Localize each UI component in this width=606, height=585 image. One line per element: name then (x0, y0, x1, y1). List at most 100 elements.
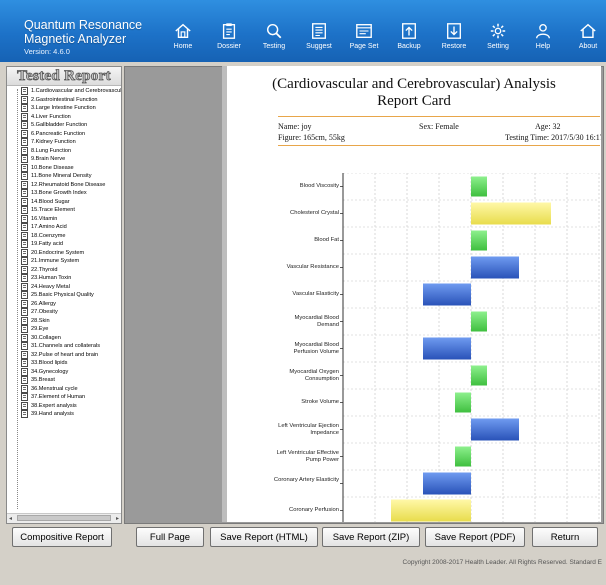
chart-bar (471, 365, 487, 386)
status-bar: Copyright 2008-2017 Health Leader. All R… (0, 554, 606, 585)
toolbar-help-button[interactable]: Help (521, 0, 565, 62)
tree-item[interactable]: 33.Blood lipids (21, 359, 121, 368)
tree-item[interactable]: 7.Kidney Function (21, 138, 121, 147)
tree-item[interactable]: 16.Vitamin (21, 214, 121, 224)
tree-item[interactable]: 23.Human Toxin (21, 274, 121, 283)
toolbar-testing-label: Testing (262, 43, 286, 50)
chart-bar (423, 337, 471, 360)
tree-item-label: 37.Element of Human (31, 394, 86, 401)
tree-item-label: 11.Bone Mineral Density (31, 173, 92, 180)
report-tree[interactable]: 1.Cardiovascular and Cerebrovascular 2.Ga… (7, 87, 121, 511)
tree-item[interactable]: 3.Large Intestine Function (21, 104, 121, 113)
document-icon (21, 265, 28, 274)
tree-item[interactable]: 10.Bone Disease (21, 163, 121, 173)
document-icon (21, 240, 28, 249)
title-rule (278, 116, 600, 117)
tree-item[interactable]: 8.Lung Function (21, 146, 121, 156)
toolbar-pageset-button[interactable]: Page Set (342, 0, 386, 62)
tree-item-label: 16.Vitamin (31, 215, 58, 222)
save-zip-button[interactable]: Save Report (ZIP) (322, 527, 420, 547)
chart-category-label: Blood Fat (314, 237, 339, 243)
tree-item[interactable]: 12.Rheumatoid Bone Disease (21, 180, 121, 190)
testing-time: Testing Time: 2017/5/30 16:17 (505, 133, 601, 142)
tree-item[interactable]: 11.Bone Mineral Density (21, 172, 121, 181)
document-icon (21, 104, 28, 113)
tree-item[interactable]: 34.Gynecology (21, 367, 121, 377)
toolbar-dossier-button[interactable]: Dossier (207, 0, 251, 62)
tree-item[interactable]: 27.Obesity (21, 308, 121, 317)
tree-item[interactable]: 9.Brain Nerve (21, 155, 121, 164)
scroll-left-icon[interactable]: ◂ (9, 516, 13, 522)
tree-item[interactable]: 37.Element of Human (21, 393, 121, 402)
patient-name: Name: joy (278, 122, 312, 131)
tree-item[interactable]: 20.Endocrine System (21, 248, 121, 258)
tree-item[interactable]: 19.Fatty acid (21, 240, 121, 249)
save-pdf-button[interactable]: Save Report (PDF) (425, 527, 525, 547)
tree-item[interactable]: 13.Bone Growth Index (21, 189, 121, 198)
toolbar-backup-button[interactable]: Backup (387, 0, 431, 62)
tree-item[interactable]: 18.Coenzyme (21, 231, 121, 241)
chart-category-label: Vascular Elasticity (292, 291, 339, 297)
tree-item[interactable]: 31.Channels and collaterals (21, 342, 121, 351)
tree-item[interactable]: 25.Basic Physical Quality (21, 291, 121, 300)
chart-bar (455, 446, 471, 467)
tree-item[interactable]: 22.Thyroid (21, 265, 121, 275)
tree-item[interactable]: 32.Pulse of heart and brain (21, 350, 121, 360)
return-button[interactable]: Return (532, 527, 598, 547)
tree-item[interactable]: 1.Cardiovascular and Cerebrovascular (21, 87, 121, 96)
tree-item[interactable]: 2.Gastrointestinal Function (21, 95, 121, 105)
document-icon (21, 112, 28, 121)
toolbar-restore-button[interactable]: Restore (432, 0, 476, 62)
document-icon (21, 163, 28, 172)
tree-item-label: 35.Breast (31, 377, 55, 384)
tree-item[interactable]: 38.Expert analysis (21, 401, 121, 411)
document-icon (21, 291, 28, 300)
document-icon (21, 257, 28, 266)
document-icon (21, 325, 28, 334)
chart-category-label: Blood Viscosity (299, 183, 339, 189)
save-html-button[interactable]: Save Report (HTML) (210, 527, 318, 547)
tree-item-label: 38.Expert analysis (31, 402, 77, 409)
chart-category-label: Myocardial Oxygen Consumption (289, 368, 339, 382)
toolbar-home-button[interactable]: Home (161, 0, 205, 62)
person-icon (536, 24, 550, 39)
tree-item-label: 32.Pulse of heart and brain (31, 351, 99, 358)
tree-item-label: 22.Thyroid (31, 266, 58, 273)
tree-item-label: 14.Blood Sugar (31, 198, 70, 205)
tree-item[interactable]: 5.Gallbladder Function (21, 121, 121, 130)
toolbar-about-button[interactable]: About (566, 0, 606, 62)
document-icon (21, 121, 28, 130)
full-page-button[interactable]: Full Page (136, 527, 204, 547)
chart-category-label: Myocardial Blood Demand (294, 314, 339, 328)
tree-item[interactable]: 39.Hand analysis (21, 410, 121, 419)
gear-icon (490, 23, 506, 39)
document-icon (21, 350, 28, 359)
document-icon (21, 384, 28, 393)
tree-item[interactable]: 15.Trace Element (21, 206, 121, 215)
scroll-right-icon[interactable]: ▸ (115, 516, 119, 522)
tree-item[interactable]: 24.Heavy Metal (21, 282, 121, 292)
tree-item[interactable]: 26.Allergy (21, 299, 121, 309)
tree-item[interactable]: 14.Blood Sugar (21, 197, 121, 207)
chart-category-label: Vascular Resistance (286, 264, 339, 270)
tree-item[interactable]: 35.Breast (21, 376, 121, 385)
toolbar-suggest-button[interactable]: Suggest (297, 0, 341, 62)
toolbar-setting-button[interactable]: Setting (476, 0, 520, 62)
sidebar-horizontal-scrollbar[interactable]: ◂ ▸ (7, 513, 121, 523)
toolbar-testing-button[interactable]: Testing (252, 0, 296, 62)
tree-item[interactable]: 6.Pancreatic Function (21, 129, 121, 139)
tree-item[interactable]: 4.Liver Function (21, 112, 121, 122)
chart-bar (471, 176, 487, 197)
scrollbar-thumb[interactable] (17, 515, 111, 521)
tree-item[interactable]: 36.Menstrual cycle (21, 384, 121, 394)
compositive-report-button[interactable]: Compositive Report (12, 527, 112, 547)
chart-category-label: Coronary Perfusion (289, 507, 339, 513)
tree-item[interactable]: 17.Amino Acid (21, 223, 121, 232)
tree-item[interactable]: 21.Immune System (21, 257, 121, 266)
document-icon (21, 248, 28, 257)
home-icon (175, 23, 191, 39)
tree-item[interactable]: 28.Skin (21, 316, 121, 326)
patient-sex: Sex: Female (419, 122, 459, 131)
tree-item[interactable]: 30.Collagen (21, 333, 121, 343)
tree-item[interactable]: 29.Eye (21, 325, 121, 334)
